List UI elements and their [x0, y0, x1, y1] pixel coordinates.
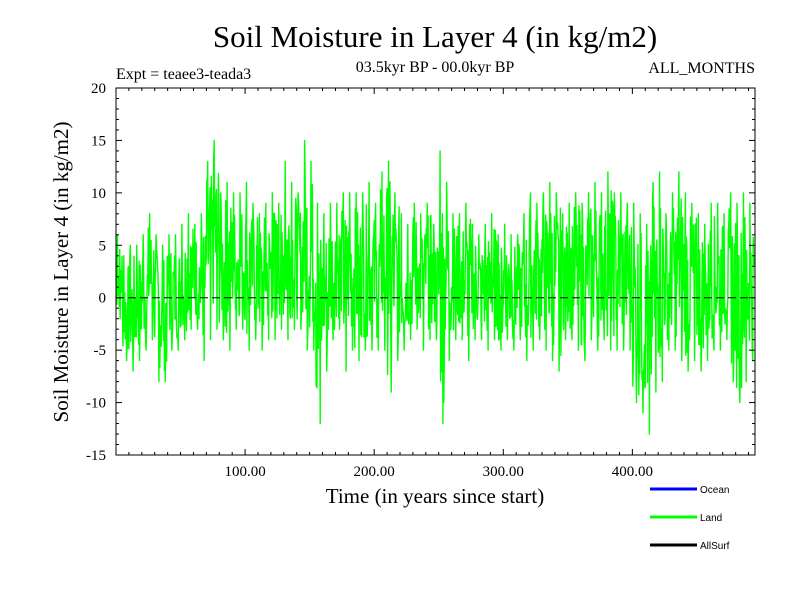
- y-tick-label: 15: [91, 133, 106, 149]
- x-axis: 100.00 200.00 300.00 400.00: [128, 88, 750, 480]
- plot-frame: [115, 87, 756, 456]
- y-tick-label: -5: [94, 343, 107, 359]
- x-tick-label: 300.00: [483, 464, 524, 480]
- legend-land-label: Land: [700, 513, 722, 524]
- legend-allsurf-label: AllSurf: [700, 541, 730, 552]
- series-land-line: [116, 139, 755, 435]
- y-tick-label: 10: [91, 186, 106, 202]
- legend-ocean-label: Ocean: [700, 485, 729, 496]
- x-tick-label: 100.00: [224, 464, 265, 480]
- y-axis-title: Soil Moisture in Layer 4 (in kg/m2): [49, 122, 73, 423]
- months-label: ALL_MONTHS: [648, 60, 755, 77]
- period-label: 03.5kyr BP - 00.0kyr BP: [356, 59, 515, 76]
- experiment-label: Expt = teaee3-teada3: [116, 66, 251, 83]
- chart-title: Soil Moisture in Layer 4 (in kg/m2): [213, 19, 657, 54]
- y-axis: -15 -10 -5 0 5 10 15 20: [86, 81, 755, 464]
- x-tick-label: 400.00: [612, 464, 653, 480]
- x-axis-title: Time (in years since start): [326, 484, 545, 508]
- legend: Ocean Land AllSurf: [650, 485, 730, 552]
- x-tick-label: 200.00: [354, 464, 395, 480]
- y-tick-label: -15: [86, 448, 106, 464]
- y-tick-label: 0: [99, 291, 107, 307]
- y-tick-label: 20: [91, 81, 106, 97]
- series-layer: [116, 139, 755, 435]
- y-tick-label: 5: [99, 238, 107, 254]
- y-tick-label: -10: [86, 396, 106, 412]
